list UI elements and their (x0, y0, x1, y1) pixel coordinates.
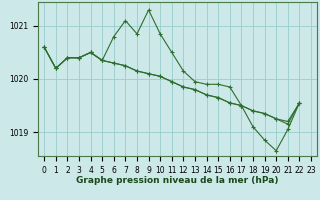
X-axis label: Graphe pression niveau de la mer (hPa): Graphe pression niveau de la mer (hPa) (76, 176, 279, 185)
